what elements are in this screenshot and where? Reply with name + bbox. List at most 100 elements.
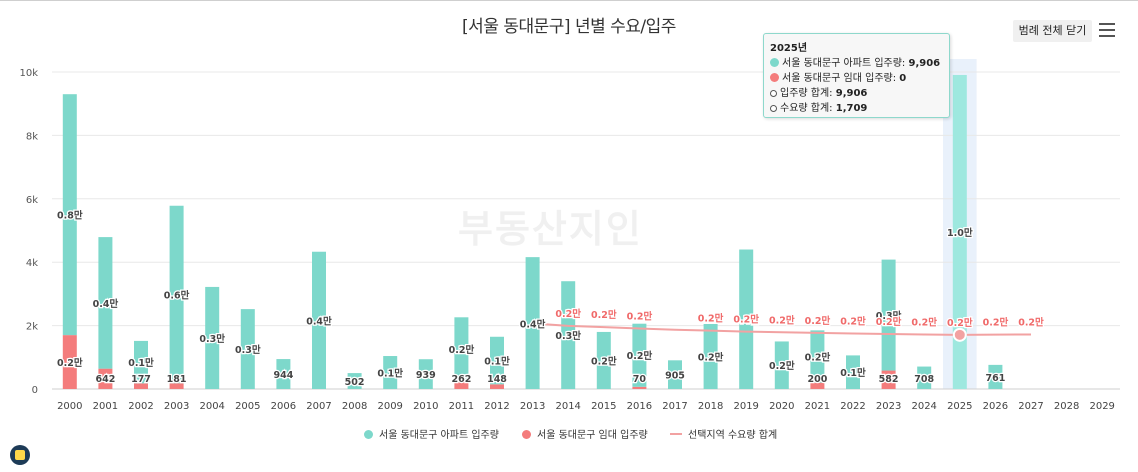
tooltip-demand-label: 수요량 합계:	[780, 103, 833, 114]
bar-rental	[98, 368, 113, 389]
data-label-rental: 0.2만	[57, 357, 83, 369]
y-tick-label: 6k	[26, 195, 38, 206]
y-tick-label: 8k	[26, 131, 38, 142]
x-tick-label: 2024	[911, 401, 936, 412]
apartment-dot-icon	[770, 58, 779, 67]
watermark-logo: 부동산지인	[458, 207, 643, 251]
top-border	[0, 0, 1138, 1]
y-tick-label: 10k	[19, 68, 38, 79]
demand-point-highlight	[952, 327, 967, 342]
data-label-demand: 0.2만	[733, 314, 759, 326]
x-tick-label: 2021	[805, 401, 830, 412]
legend-item-rental[interactable]: 서울 동대문구 임대 입주량	[522, 428, 648, 444]
bar-apartment	[418, 359, 433, 389]
tooltip-rental-value: 0	[899, 73, 907, 84]
bar-apartment	[632, 323, 647, 387]
bar-apartment	[347, 373, 362, 389]
tooltip-apartment-value: 9,906	[908, 58, 941, 69]
bar-apartment	[668, 360, 682, 389]
tooltip-apartment-label: 서울 동대문구 아파트 입주량:	[782, 58, 906, 69]
x-tick-label: 2004	[199, 401, 224, 412]
bar-apartment	[525, 257, 540, 389]
legend-close-button[interactable]: 범례 전체 닫기	[1013, 20, 1092, 42]
x-tick-label: 2028	[1054, 401, 1079, 412]
hamburger-menu-icon[interactable]	[1099, 23, 1115, 37]
data-label-rental: 181	[167, 374, 187, 385]
tooltip-rental-label: 서울 동대문구 임대 입주량:	[782, 73, 897, 84]
data-label-apartment: 0.4만	[520, 318, 546, 330]
bar-apartment	[596, 331, 611, 389]
data-label-apartment: 905	[665, 371, 685, 382]
chart-legend: 서울 동대문구 아파트 입주량 서울 동대문구 임대 입주량 선택지역 수요량 …	[0, 428, 1138, 448]
total-ring-icon	[770, 90, 777, 97]
data-label-apartment: 0.2만	[627, 350, 653, 362]
x-tick-label: 2017	[662, 401, 687, 412]
legend-item-apartment[interactable]: 서울 동대문구 아파트 입주량	[364, 428, 499, 444]
bar-rental	[632, 386, 647, 389]
data-label-demand: 0.2만	[769, 314, 795, 326]
data-label-apartment: 0.4만	[306, 315, 332, 327]
data-label-rental: 148	[487, 374, 507, 385]
bar-apartment	[881, 259, 896, 371]
x-tick-label: 2009	[377, 401, 402, 412]
data-label-apartment: 0.1만	[128, 357, 154, 369]
data-label-apartment: 0.3만	[876, 310, 902, 322]
data-label-demand: 0.2만	[1018, 316, 1044, 328]
tooltip-total-value: 9,906	[835, 88, 868, 99]
legend-demand-label: 선택지역 수요량 합계	[688, 430, 778, 441]
x-tick-label: 2029	[1089, 401, 1114, 412]
data-label-apartment: 1.0만	[947, 227, 973, 239]
home-icon[interactable]	[10, 445, 30, 465]
tooltip-year: 2025년	[770, 43, 808, 54]
data-label-apartment: 0.1만	[484, 356, 510, 368]
data-label-apartment: 708	[914, 374, 934, 385]
x-tick-label: 2005	[235, 401, 260, 412]
data-label-apartment: 0.6만	[164, 290, 190, 302]
tooltip-demand-value: 1,709	[835, 103, 868, 114]
data-label-apartment: 502	[345, 377, 365, 388]
data-label-apartment: 0.1만	[840, 367, 866, 379]
data-label-rental: 582	[879, 374, 899, 385]
data-label-demand: 0.2만	[911, 316, 937, 328]
y-tick-label: 4k	[26, 258, 38, 269]
bar-apartment	[169, 205, 184, 384]
data-label-demand: 0.2만	[555, 308, 581, 320]
bar-apartment	[134, 340, 148, 384]
x-tick-label: 2022	[840, 401, 865, 412]
x-tick-label: 2020	[769, 401, 794, 412]
tooltip: 2025년 서울 동대문구 아파트 입주량: 9,906 서울 동대문구 임대 …	[763, 33, 950, 118]
x-tick-label: 2008	[342, 401, 367, 412]
x-tick-label: 2000	[57, 401, 82, 412]
legend-rental-label: 서울 동대문구 임대 입주량	[537, 430, 648, 441]
data-label-demand: 0.2만	[983, 317, 1009, 329]
data-label-apartment: 0.3만	[555, 330, 581, 342]
x-tick-label: 2014	[555, 401, 580, 412]
legend-item-demand[interactable]: 선택지역 수요량 합계	[670, 428, 777, 444]
data-label-demand: 0.2만	[876, 316, 902, 328]
y-tick-label: 2k	[26, 322, 38, 333]
x-tick-label: 2002	[128, 401, 153, 412]
data-label-apartment: 944	[273, 370, 293, 381]
data-label-rental: 642	[95, 374, 115, 385]
data-label-demand: 0.2만	[947, 317, 973, 329]
data-label-demand: 0.2만	[840, 316, 866, 328]
bar-rental	[62, 335, 77, 389]
bar-apartment	[240, 309, 255, 389]
data-label-apartment: 0.3만	[199, 333, 225, 345]
x-tick-label: 2015	[591, 401, 616, 412]
data-label-demand: 0.2만	[805, 315, 831, 327]
x-tick-label: 2001	[93, 401, 118, 412]
bar-rental	[134, 383, 148, 389]
x-tick-label: 2016	[627, 401, 652, 412]
data-label-demand: 0.2만	[627, 310, 653, 322]
bar-apartment	[703, 324, 718, 389]
bar-apartment	[774, 341, 789, 389]
data-label-apartment: 0.2만	[449, 344, 475, 356]
demand-line	[532, 322, 1032, 336]
bar-apartment	[454, 317, 469, 381]
tooltip-total-label: 입주량 합계:	[780, 88, 833, 99]
data-label-demand: 0.2만	[698, 313, 724, 325]
bar-apartment	[561, 281, 576, 389]
demand-ring-icon	[770, 105, 777, 112]
data-label-rental: 262	[451, 374, 471, 385]
